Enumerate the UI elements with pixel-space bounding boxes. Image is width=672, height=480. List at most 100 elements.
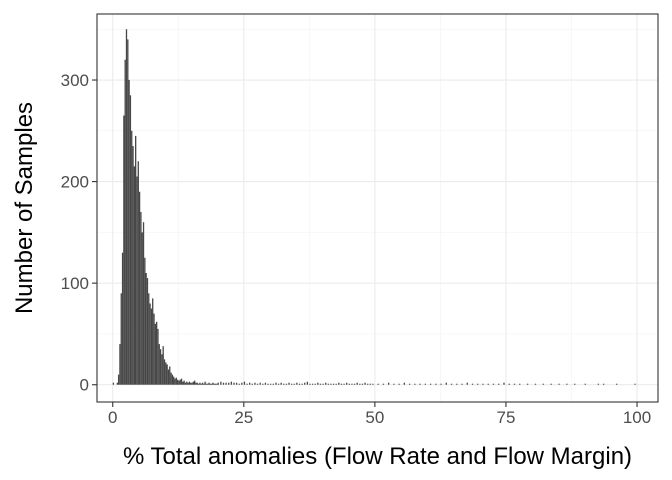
histogram-bar [314, 383, 316, 385]
histogram-bar [616, 383, 618, 385]
histogram-bar [166, 364, 168, 385]
histogram-bar [283, 383, 285, 385]
histogram-bar [335, 383, 337, 385]
histogram-bar [205, 383, 208, 385]
histogram-bar [133, 166, 136, 385]
histogram-bar [445, 382, 447, 385]
histogram-bar [135, 135, 137, 385]
histogram-bar [124, 59, 126, 385]
histogram-bar [634, 383, 636, 385]
x-tick-label: 0 [108, 408, 117, 427]
histogram-bar [353, 383, 356, 385]
histogram-bar [317, 382, 319, 385]
histogram-bar [228, 382, 230, 385]
histogram-bar [212, 382, 214, 385]
panel-background [97, 14, 658, 402]
histogram-bar [492, 383, 495, 385]
histogram-bar [361, 383, 364, 385]
histogram-bar [238, 383, 240, 385]
histogram-bar [196, 382, 198, 385]
histogram-bar [188, 381, 191, 385]
histogram-bar [138, 191, 141, 385]
histogram-bar [327, 383, 330, 385]
histogram-bar [116, 382, 118, 385]
histogram-bar [367, 383, 369, 385]
histogram-bar [176, 379, 179, 385]
y-axis-ticks: 0 100 200 300 [61, 71, 97, 395]
histogram-bar [346, 382, 348, 385]
histogram-bar [574, 383, 576, 385]
x-tick-label: 25 [234, 408, 253, 427]
histogram-bar [225, 382, 227, 385]
histogram-bar [165, 362, 167, 385]
histogram-bar [170, 372, 172, 385]
histogram-bar [197, 383, 200, 385]
histogram-bar [243, 381, 246, 385]
histogram-bar [482, 383, 484, 385]
histogram-bar [254, 382, 256, 385]
histogram-bar [178, 380, 180, 385]
histogram-bar [131, 130, 133, 385]
minor-gridlines [97, 14, 658, 402]
histogram-bar [369, 383, 371, 385]
histogram-bar [602, 383, 605, 385]
histogram-bar [149, 303, 151, 385]
histogram-bar [175, 377, 177, 385]
histogram-bar [309, 383, 311, 385]
histogram-bar [359, 383, 361, 385]
histogram-bar [542, 383, 544, 385]
histogram-bar [456, 383, 458, 385]
histogram-bar [338, 382, 340, 385]
histogram-bar [163, 359, 166, 385]
histogram-bar [154, 323, 156, 385]
histogram-bar [285, 383, 288, 385]
histogram-bar [230, 381, 233, 385]
histogram-bar [121, 252, 124, 385]
panel-border [96, 13, 659, 403]
histogram-bar [249, 382, 251, 385]
histogram-bar [343, 383, 345, 385]
histogram-bar [356, 382, 358, 385]
histogram-bar [275, 382, 277, 385]
histogram-bar [597, 383, 600, 385]
histogram-bar [377, 383, 379, 385]
histogram-bar [117, 374, 120, 385]
x-tick-label: 75 [496, 408, 515, 427]
histogram-bar [167, 369, 170, 385]
histogram-bar [340, 383, 343, 385]
histogram-bar [182, 381, 184, 385]
histogram-bar [288, 382, 290, 385]
histogram-bar [129, 95, 132, 385]
histogram-bar [277, 383, 280, 385]
histogram-bar [213, 383, 215, 385]
histogram-bar [173, 376, 175, 385]
y-axis-title: Number of Samples [11, 102, 38, 314]
histogram-bar [301, 383, 303, 385]
histogram-bar [211, 383, 213, 385]
histogram-bar [330, 383, 332, 385]
histogram-bar [142, 222, 145, 385]
histogram-bar [419, 383, 421, 385]
histogram-bar [180, 378, 183, 385]
histogram-bar [372, 383, 374, 385]
histogram-bar [204, 381, 206, 385]
histogram-bar [152, 298, 154, 385]
histogram-bar [264, 382, 267, 385]
histogram-bar [259, 382, 261, 385]
histogram-bar [440, 383, 442, 385]
histogram-bar [319, 383, 322, 385]
histogram-bar [471, 383, 474, 385]
histogram-bar [325, 382, 327, 385]
histogram-bar [201, 382, 204, 385]
y-tick-label: 300 [61, 71, 89, 90]
histogram-bar [216, 383, 218, 385]
histogram-bar [132, 146, 134, 385]
histogram-bar [222, 382, 225, 385]
histogram-bar [127, 39, 129, 385]
histogram-bar [364, 382, 366, 385]
histogram-bar [348, 383, 350, 385]
histogram-bar [183, 380, 185, 385]
histogram-bar [241, 382, 243, 385]
histogram-bar [429, 383, 432, 385]
x-tick-label: 100 [623, 408, 651, 427]
